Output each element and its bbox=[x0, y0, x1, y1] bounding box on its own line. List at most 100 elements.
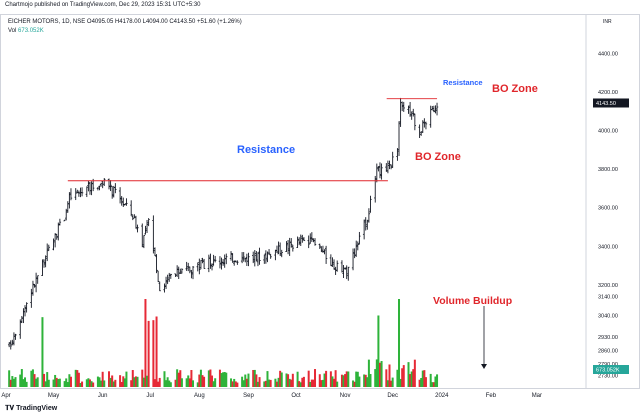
volume-bar bbox=[301, 377, 304, 387]
x-tick-label: Nov bbox=[340, 393, 351, 399]
tradingview-logo: 𝐓𝐕 TradingView bbox=[5, 405, 57, 413]
volume-bar bbox=[252, 369, 255, 387]
volume-bar bbox=[340, 374, 343, 387]
volume-bar bbox=[22, 379, 25, 387]
volume-buildup-label: Volume Buildup bbox=[433, 295, 512, 307]
volume-bar bbox=[177, 372, 180, 387]
volume-bar bbox=[92, 382, 95, 387]
volume-bar bbox=[378, 362, 381, 387]
x-tick-label: Apr bbox=[1, 393, 10, 399]
volume-bar bbox=[44, 381, 47, 387]
volume-label: Vol bbox=[8, 28, 17, 34]
volume-bar bbox=[391, 377, 394, 387]
volume-bar bbox=[244, 374, 247, 387]
volume-bar bbox=[230, 378, 233, 387]
y-tick-label: 3600.00 bbox=[598, 206, 618, 212]
tv-logo-text: TradingView bbox=[16, 405, 58, 412]
volume-bar bbox=[233, 378, 236, 387]
volume-value: 673.052K bbox=[18, 28, 44, 34]
x-tick-label: Aug bbox=[194, 393, 205, 399]
volume-bar bbox=[11, 376, 14, 387]
volume-bar bbox=[30, 370, 33, 387]
volume-bar bbox=[309, 381, 312, 387]
volume-bar bbox=[123, 378, 126, 387]
volume-bar bbox=[436, 374, 439, 387]
volume-bar bbox=[133, 377, 136, 387]
volume-bar bbox=[366, 377, 369, 387]
volume-bar bbox=[331, 376, 334, 387]
y-tick-label: 3800.00 bbox=[598, 167, 618, 173]
volume-bar bbox=[234, 381, 237, 387]
volume-bar bbox=[318, 374, 321, 387]
y-tick-label: 3200.00 bbox=[598, 283, 618, 289]
volume-info: Vol 673.052K bbox=[8, 28, 44, 34]
volume-bar bbox=[196, 382, 199, 387]
y-tick-label: 4000.00 bbox=[598, 129, 618, 135]
volume-bar bbox=[35, 378, 38, 387]
volume-bar bbox=[142, 377, 145, 387]
volume-bar bbox=[166, 377, 169, 387]
volume-bar bbox=[122, 376, 125, 387]
volume-bar bbox=[280, 372, 283, 387]
volume-bar bbox=[401, 368, 404, 387]
volume-bar bbox=[209, 369, 212, 387]
volume-bar bbox=[176, 369, 179, 387]
volume-bar bbox=[275, 381, 278, 387]
volume-bar bbox=[155, 316, 158, 387]
volume-bar bbox=[174, 379, 177, 387]
volume-bar bbox=[420, 377, 423, 387]
y-tick-label: 2930.00 bbox=[598, 335, 618, 341]
volume-bar bbox=[323, 373, 326, 387]
ohlc-values: O4095.05 H4178.00 L4094.00 C4143.50 +51.… bbox=[86, 19, 242, 25]
volume-bar bbox=[312, 379, 315, 387]
volume-bar bbox=[141, 369, 144, 387]
volume-bar bbox=[333, 378, 336, 387]
volume-bar bbox=[74, 369, 77, 387]
volume-bar bbox=[424, 377, 427, 387]
volume-bar bbox=[152, 320, 155, 387]
volume-bar bbox=[344, 374, 347, 387]
y-tick-label: 2790.00 bbox=[598, 362, 618, 368]
volume-bar bbox=[20, 369, 23, 387]
volume-bar bbox=[47, 379, 50, 387]
volume-bar bbox=[41, 317, 44, 387]
x-tick-label: 2024 bbox=[435, 393, 449, 399]
volume-bar bbox=[225, 372, 228, 387]
volume-bar bbox=[222, 372, 225, 387]
x-tick-label: Jun bbox=[98, 393, 108, 399]
volume-bar bbox=[146, 375, 149, 387]
volume-bar bbox=[388, 364, 391, 387]
volume-bar bbox=[9, 379, 12, 387]
resistance-label: Resistance bbox=[237, 144, 295, 156]
volume-bar bbox=[180, 378, 183, 387]
volume-series bbox=[8, 299, 439, 387]
volume-bar bbox=[191, 380, 194, 387]
volume-bar bbox=[336, 381, 339, 387]
volume-bar bbox=[58, 378, 61, 387]
volume-bar bbox=[325, 370, 328, 387]
volume-bar bbox=[157, 381, 160, 387]
volume-bar bbox=[69, 376, 72, 387]
bo-zone-label: BO Zone bbox=[415, 151, 461, 163]
volume-bar bbox=[314, 369, 317, 387]
volume-bar bbox=[134, 376, 137, 387]
volume-bar bbox=[125, 371, 128, 387]
volume-bar bbox=[201, 375, 204, 387]
volume-bar bbox=[386, 380, 389, 387]
volume-bar bbox=[353, 381, 356, 387]
volume-bar bbox=[96, 376, 99, 387]
volume-bar bbox=[269, 379, 272, 387]
volume-bar bbox=[429, 373, 432, 387]
volume-bar bbox=[380, 361, 383, 387]
volume-bar bbox=[24, 377, 27, 387]
volume-bar bbox=[207, 370, 210, 387]
volume-bar bbox=[211, 375, 214, 387]
volume-bar bbox=[277, 377, 280, 387]
volume-bar bbox=[321, 379, 324, 387]
volume-bar bbox=[290, 379, 293, 387]
resistance-label: Resistance bbox=[443, 78, 483, 87]
volume-bar bbox=[247, 373, 250, 387]
y-tick-label: 2860.00 bbox=[598, 348, 618, 354]
volume-bar bbox=[396, 369, 399, 387]
